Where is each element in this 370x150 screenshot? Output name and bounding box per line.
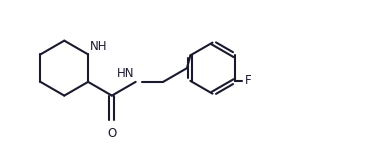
Text: F: F (245, 74, 251, 87)
Text: HN: HN (117, 67, 135, 80)
Text: NH: NH (90, 40, 108, 53)
Text: O: O (107, 127, 117, 140)
